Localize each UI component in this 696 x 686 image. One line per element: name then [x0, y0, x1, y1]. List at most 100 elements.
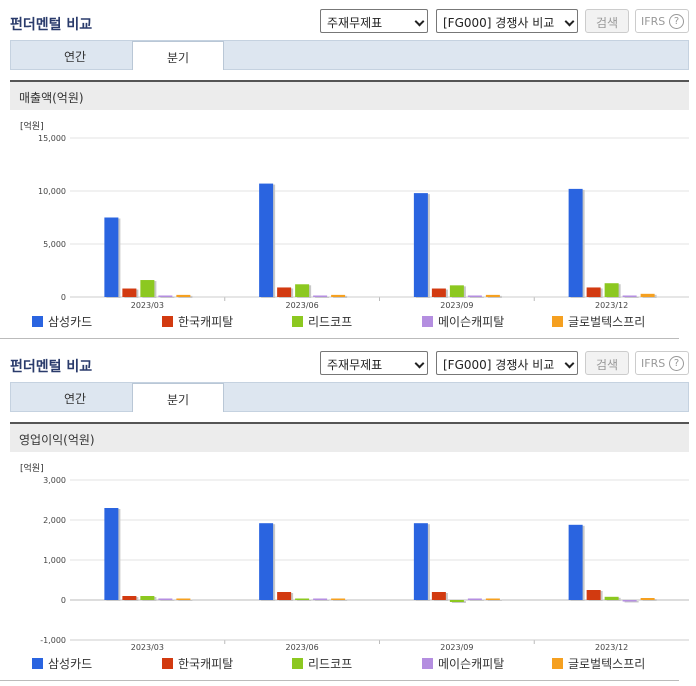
bar-리드코프 [295, 284, 310, 297]
chevron-down-icon [414, 358, 425, 369]
y-tick-label: 2,000 [43, 516, 66, 525]
peer-select-value: [FG000] 경쟁사 비교 [443, 16, 555, 30]
search-button[interactable]: 검색 [585, 9, 629, 33]
statement-select[interactable]: 주재무제표 [320, 351, 428, 375]
bar-글로벌텍스프리 [640, 293, 655, 297]
bar-메이슨캐피탈 [158, 295, 173, 297]
legend-label: 글로벌텍스프리 [568, 315, 645, 329]
bar-삼성카드 [568, 524, 583, 600]
legend-swatch [552, 316, 563, 327]
y-tick-label: -1,000 [40, 636, 66, 645]
tab-quarterly[interactable]: 분기 [132, 383, 224, 412]
legend-label: 글로벌텍스프리 [568, 657, 645, 671]
legend-swatch [552, 658, 563, 669]
chart-container: 영업이익(억원) [억원] -1,000 0 1,000 2,000 3,000 2023/… [10, 422, 689, 686]
bar-shadow [178, 599, 193, 601]
chevron-down-icon [564, 358, 575, 369]
legend-swatch [32, 316, 43, 327]
statement-select-value: 주재무제표 [327, 358, 383, 372]
x-tick-label: 2023/06 [286, 301, 319, 310]
bar-shadow [624, 601, 639, 603]
chevron-down-icon [564, 16, 575, 27]
bar-shadow [160, 599, 175, 601]
bar-리드코프 [604, 283, 619, 297]
help-icon[interactable]: ? [669, 356, 684, 371]
peer-select[interactable]: [FG000] 경쟁사 비교 [436, 351, 578, 375]
chevron-down-icon [414, 16, 425, 27]
tab-annual[interactable]: 연간 [63, 392, 87, 406]
legend-swatch [162, 658, 173, 669]
bar-메이슨캐피탈 [313, 295, 328, 297]
legend-swatch [422, 316, 433, 327]
ifrs-label: IFRS [641, 15, 666, 28]
bar-리드코프 [449, 600, 464, 602]
y-tick-label: 10,000 [38, 187, 66, 196]
bar-삼성카드 [413, 523, 428, 600]
x-tick-label: 2023/12 [595, 643, 628, 652]
peer-select-value: [FG000] 경쟁사 비교 [443, 358, 555, 372]
bar-메이슨캐피탈 [622, 295, 637, 297]
y-tick-label: 5,000 [43, 240, 66, 249]
chart-title: 영업이익(억원) [10, 424, 689, 452]
bar-삼성카드 [104, 508, 119, 600]
x-tick-label: 2023/09 [440, 643, 473, 652]
panel-title: 펀더멘털 비교 [10, 17, 93, 33]
bar-글로벌텍스프리 [176, 294, 191, 297]
y-tick-label: 3,000 [43, 476, 66, 485]
bar-메이슨캐피탈 [467, 295, 482, 297]
y-tick-label: 0 [61, 596, 66, 605]
bar-메이슨캐피탈 [467, 598, 482, 600]
tab-quarterly[interactable]: 분기 [132, 41, 224, 70]
panel-header: 펀더멘털 비교 주재무제표 [FG000] 경쟁사 비교 검색 IFRS ? [0, 0, 696, 40]
search-button[interactable]: 검색 [585, 351, 629, 375]
legend-label: 리드코프 [308, 315, 352, 329]
bar-shadow [315, 599, 330, 601]
panel-header: 펀더멘털 비교 주재무제표 [FG000] 경쟁사 비교 검색 IFRS ? [0, 342, 696, 382]
ifrs-label: IFRS [641, 357, 666, 370]
bar-shadow [487, 599, 502, 601]
legend-swatch [292, 658, 303, 669]
legend-label: 리드코프 [308, 657, 352, 671]
bar-shadow [297, 599, 312, 601]
x-tick-label: 2023/06 [286, 643, 319, 652]
operating-profit-chart: [억원] -1,000 0 1,000 2,000 3,000 2023/03 2023/06… [20, 462, 689, 671]
bar-리드코프 [604, 596, 619, 600]
bar-shadow [624, 296, 639, 298]
bar-삼성카드 [568, 188, 583, 297]
bar-삼성카드 [259, 523, 274, 600]
legend-label: 삼성카드 [48, 315, 92, 329]
bar-리드코프 [295, 598, 310, 600]
divider [0, 680, 679, 681]
bar-shadow [469, 296, 484, 298]
tab-annual[interactable]: 연간 [63, 50, 87, 64]
divider [0, 338, 679, 339]
legend-swatch [162, 316, 173, 327]
bar-메이슨캐피탈 [622, 600, 637, 602]
bar-한국캐피탈 [277, 287, 292, 297]
bar-글로벌텍스프리 [176, 598, 191, 600]
x-tick-label: 2023/03 [131, 301, 164, 310]
bar-shadow [315, 296, 330, 298]
bar-리드코프 [140, 596, 155, 600]
peer-select[interactable]: [FG000] 경쟁사 비교 [436, 9, 578, 33]
chart-container: 매출액(억원) [억원] 0 5,000 10,000 15,000 2023/03 202… [10, 80, 689, 342]
x-tick-label: 2023/09 [440, 301, 473, 310]
bar-shadow [469, 599, 484, 601]
bar-한국캐피탈 [277, 592, 292, 600]
x-tick-label: 2023/03 [131, 643, 164, 652]
y-tick-label: 1,000 [43, 556, 66, 565]
legend-label: 메이슨캐피탈 [438, 657, 504, 671]
statement-select[interactable]: 주재무제표 [320, 9, 428, 33]
period-tabs: 연간 분기 [10, 382, 689, 412]
bar-한국캐피탈 [122, 288, 137, 297]
ifrs-button[interactable]: IFRS ? [635, 351, 689, 375]
help-icon[interactable]: ? [669, 14, 684, 29]
bar-삼성카드 [259, 183, 274, 297]
ifrs-button[interactable]: IFRS ? [635, 9, 689, 33]
panel-title: 펀더멘털 비교 [10, 359, 93, 375]
bar-글로벌텍스프리 [331, 598, 346, 600]
legend-swatch [422, 658, 433, 669]
chart-title: 매출액(억원) [10, 82, 689, 110]
legend-swatch [32, 658, 43, 669]
bar-글로벌텍스프리 [485, 294, 500, 297]
